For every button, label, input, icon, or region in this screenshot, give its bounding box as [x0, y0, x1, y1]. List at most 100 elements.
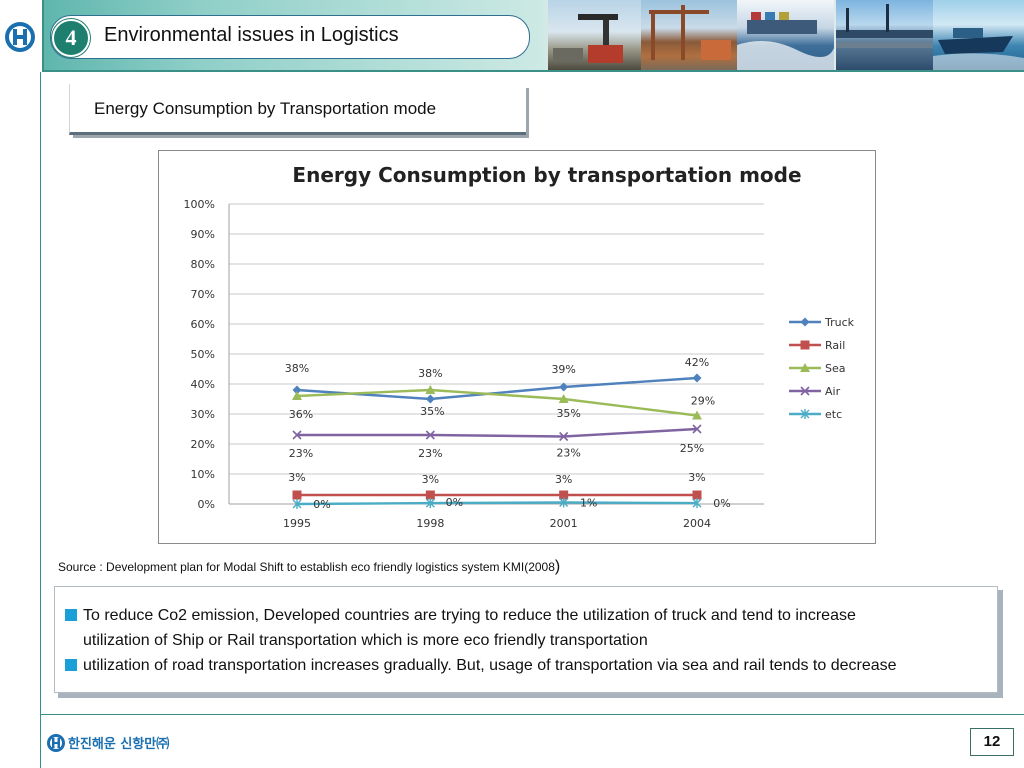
data-label-truck: 42% [685, 356, 709, 369]
data-point-air [292, 430, 302, 440]
y-tick-label: 40% [191, 378, 215, 391]
legend-marker-truck [800, 317, 810, 327]
chart-title: Energy Consumption by transportation mod… [292, 163, 801, 187]
x-tick-label: 1998 [416, 517, 444, 530]
y-tick-label: 100% [184, 198, 215, 211]
data-point-air [559, 431, 569, 442]
data-label-etc: 0% [446, 496, 463, 509]
footer-company-name: 한진해운 신항만㈜ [68, 736, 169, 752]
data-label-etc: 0% [313, 498, 330, 511]
section-number-badge: 4 [52, 19, 90, 57]
legend-label-truck: Truck [824, 316, 855, 329]
x-tick-label: 1995 [283, 517, 311, 530]
energy-consumption-chart: Energy Consumption by transportation mod… [184, 163, 855, 530]
data-label-etc: 1% [580, 497, 597, 510]
data-label-truck: 38% [418, 367, 442, 380]
data-label-sea: 29% [691, 395, 715, 408]
data-label-air: 23% [418, 447, 442, 460]
footer-logo-icon: 한진해운 신항만㈜ [47, 734, 169, 752]
data-label-truck: 38% [285, 362, 309, 375]
series-line-truck [296, 376, 698, 401]
data-point-air [425, 430, 435, 440]
x-tick-label: 2001 [550, 517, 578, 530]
header-photo-vessel [933, 0, 1024, 70]
data-point-truck [292, 385, 302, 395]
data-point-sea [558, 394, 569, 403]
data-label-rail: 3% [688, 471, 705, 484]
data-point-etc [559, 497, 569, 508]
data-point-sea [292, 391, 302, 400]
data-label-truck: 39% [551, 363, 575, 376]
legend-marker-rail [800, 340, 810, 350]
legend-label-etc: etc [825, 408, 842, 421]
source-note: Source : Development plan for Modal Shif… [58, 558, 560, 576]
left-margin-rule [40, 72, 41, 768]
data-label-air: 25% [680, 442, 704, 455]
series-line-air [297, 427, 698, 438]
slide-subtitle: Energy Consumption by Transportation mod… [94, 99, 437, 118]
data-point-sea [425, 385, 436, 394]
data-point-rail [425, 490, 435, 500]
company-logo [0, 0, 44, 70]
series-line-etc [296, 501, 698, 506]
data-point-truck [692, 373, 702, 383]
y-tick-label: 70% [191, 288, 215, 301]
series-line-sea [296, 388, 698, 417]
company-logo-icon [5, 22, 35, 52]
y-tick-label: 90% [191, 228, 215, 241]
legend-marker-sea [800, 363, 810, 372]
y-tick-label: 50% [191, 348, 215, 361]
note-text-1a: To reduce Co2 emission, Developed countr… [83, 607, 856, 624]
y-tick-label: 20% [191, 438, 215, 451]
header-divider [42, 70, 1024, 72]
legend-marker-etc [800, 409, 810, 419]
note-text-1b: utilization of Ship or Rail transportati… [83, 632, 648, 649]
data-point-etc [692, 498, 702, 509]
legend-label-air: Air [825, 385, 841, 398]
data-point-air [692, 424, 702, 434]
y-tick-label: 60% [191, 318, 215, 331]
data-point-etc [292, 499, 302, 509]
section-title-bar [50, 15, 530, 59]
data-point-rail [692, 490, 702, 500]
data-point-truck [559, 382, 569, 392]
bullet-square-icon [65, 659, 77, 671]
y-tick-label: 0% [198, 498, 215, 511]
x-tick-label: 2004 [683, 517, 711, 530]
data-label-sea: 35% [420, 405, 444, 418]
data-point-truck [425, 394, 435, 404]
y-tick-label: 80% [191, 258, 215, 271]
note-item-1: To reduce Co2 emission, Developed countr… [65, 607, 856, 625]
footer-company-logo: 한진해운 신항만㈜ [46, 732, 178, 754]
note-text-2: utilization of road transportation incre… [83, 657, 897, 674]
data-label-sea: 35% [556, 407, 580, 420]
data-label-rail: 3% [288, 471, 305, 484]
legend-marker-air [800, 386, 810, 396]
legend-label-rail: Rail [825, 339, 845, 352]
note-item-2: utilization of road transportation incre… [65, 657, 897, 675]
header-photo-crane [548, 0, 645, 70]
source-closing-paren: ) [554, 558, 561, 575]
y-tick-label: 30% [191, 408, 215, 421]
footer-divider [40, 714, 1024, 715]
data-label-rail: 3% [555, 473, 572, 486]
notes-box: To reduce Co2 emission, Developed countr… [54, 586, 998, 693]
header-photo-terminal [836, 0, 933, 70]
data-point-rail [292, 490, 302, 500]
data-label-rail: 3% [422, 473, 439, 486]
data-point-rail [559, 490, 569, 500]
chart-frame: Energy Consumption by transportation mod… [158, 150, 876, 544]
bullet-square-icon [65, 609, 77, 621]
page-number: 12 [970, 728, 1014, 756]
data-point-sea [692, 410, 702, 420]
data-point-etc [425, 498, 435, 509]
header-photo-port [641, 0, 738, 70]
section-title: Environmental issues in Logistics [104, 24, 399, 46]
legend-label-sea: Sea [825, 362, 846, 375]
data-label-air: 23% [289, 447, 313, 460]
data-label-sea: 36% [289, 408, 313, 421]
subtitle-box [69, 84, 526, 135]
source-text: Source : Development plan for Modal Shif… [58, 560, 555, 574]
header-photo-ship [737, 0, 834, 70]
data-label-air: 23% [556, 447, 580, 460]
